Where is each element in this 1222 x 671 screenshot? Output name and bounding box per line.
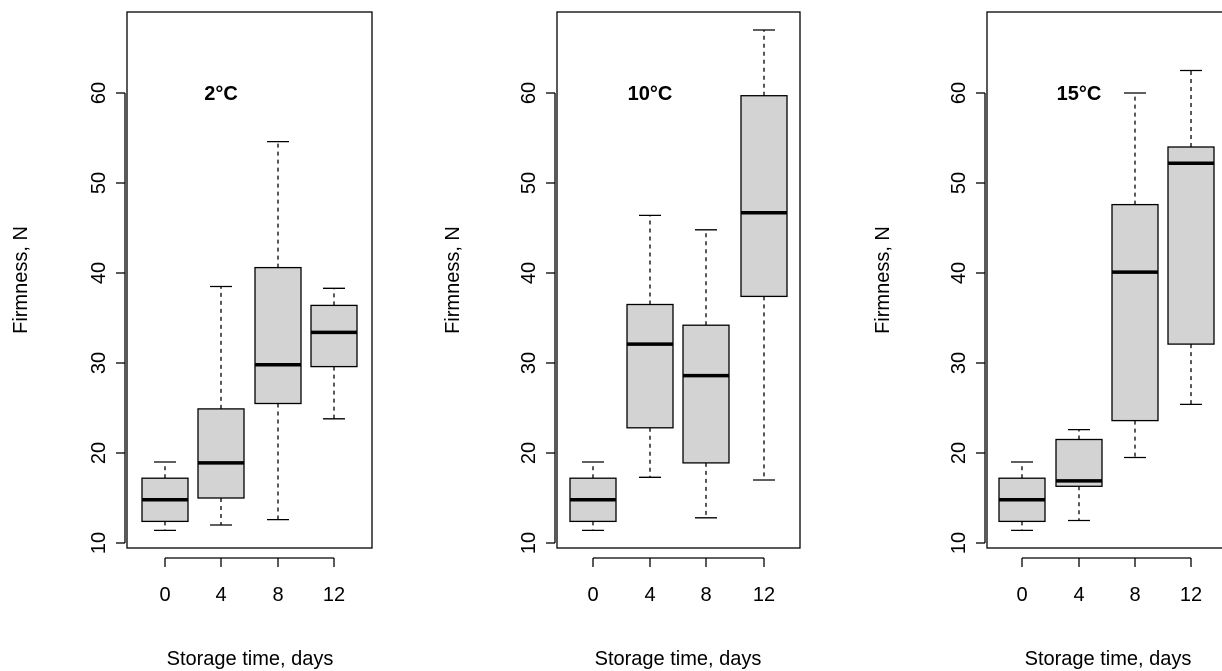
x-axis-title: Storage time, days (1025, 648, 1192, 670)
y-tick-label: 50 (948, 172, 970, 194)
iqr-box (1055, 438, 1103, 487)
box-4 (197, 285, 245, 526)
panel-title: 10°C (628, 83, 673, 105)
y-axis-title: Firmness, N (872, 226, 894, 334)
y-tick-label: 30 (518, 352, 540, 374)
x-axis-title: Storage time, days (167, 648, 334, 670)
iqr-box (1111, 203, 1159, 422)
y-tick-label: 10 (948, 532, 970, 554)
box-8 (254, 140, 302, 521)
x-axis-title: Storage time, days (595, 648, 762, 670)
iqr-box (682, 324, 730, 464)
plot-frame (126, 11, 373, 549)
box-8 (682, 229, 730, 519)
box-0 (141, 461, 189, 532)
panel-1: 10 20 30 40 50 60 0 4 8 12 Firmness, N Storage time… (10, 11, 373, 670)
x-tick-label: 4 (1073, 584, 1084, 606)
y-tick-label: 60 (948, 82, 970, 104)
y-tick-label: 50 (518, 172, 540, 194)
x-tick-label: 8 (1129, 584, 1140, 606)
iqr-box (740, 95, 788, 298)
panel-title: 15°C (1057, 83, 1102, 105)
y-tick-label: 30 (948, 352, 970, 374)
y-axis-title: Firmness, N (442, 226, 464, 334)
iqr-box (254, 266, 302, 405)
box-12 (740, 29, 788, 481)
y-tick-label: 60 (88, 82, 110, 104)
y-tick-label: 20 (948, 442, 970, 464)
y-tick-label: 60 (518, 82, 540, 104)
plot-frame (986, 11, 1222, 549)
y-tick-label: 30 (88, 352, 110, 374)
box-12 (1167, 69, 1215, 406)
x-tick-label: 12 (1180, 584, 1202, 606)
x-tick-label: 0 (1016, 584, 1027, 606)
panel-3: 10 20 30 40 50 60 0 4 8 12 Firmness, N Storage time… (872, 11, 1222, 670)
iqr-box (310, 304, 358, 368)
x-tick-label: 8 (272, 584, 283, 606)
y-axis-title: Firmness, N (10, 226, 32, 334)
y-tick-label: 50 (88, 172, 110, 194)
x-tick-label: 4 (215, 584, 226, 606)
x-tick-label: 8 (700, 584, 711, 606)
box-4 (626, 214, 674, 478)
iqr-box (1167, 146, 1215, 345)
panel-2: 10 20 30 40 50 60 0 4 8 12 Firmness, N Storage time… (442, 11, 801, 670)
plot-frame (556, 11, 801, 549)
y-tick-label: 40 (518, 262, 540, 284)
y-tick-label: 20 (518, 442, 540, 464)
box-0 (569, 461, 617, 532)
y-tick-label: 10 (518, 532, 540, 554)
x-tick-label: 0 (159, 584, 170, 606)
box-0 (998, 461, 1046, 532)
x-tick-label: 4 (644, 584, 655, 606)
y-tick-label: 40 (88, 262, 110, 284)
x-tick-label: 12 (753, 584, 775, 606)
box-12 (310, 287, 358, 420)
x-tick-label: 0 (587, 584, 598, 606)
box-8 (1111, 92, 1159, 459)
iqr-box (197, 408, 245, 499)
y-tick-label: 10 (88, 532, 110, 554)
x-tick-label: 12 (323, 584, 345, 606)
box-4 (1055, 428, 1103, 522)
y-tick-label: 40 (948, 262, 970, 284)
y-tick-label: 20 (88, 442, 110, 464)
panel-title: 2°C (204, 83, 238, 105)
iqr-box (626, 303, 674, 429)
